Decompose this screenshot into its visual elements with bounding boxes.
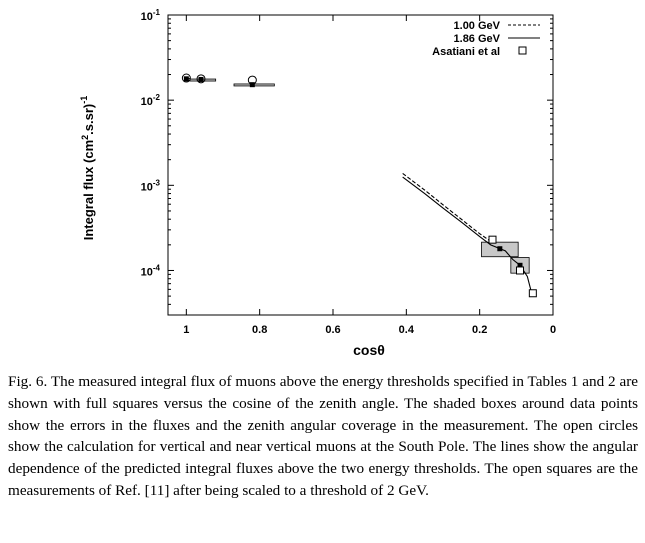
series-line-1gev xyxy=(402,172,491,242)
asatiani-point xyxy=(516,266,524,275)
asatiani-point xyxy=(488,235,497,244)
x-tick-label: 0.2 xyxy=(472,324,487,336)
y-tick-label: 10-3 xyxy=(141,178,161,193)
legend-label: Asatiani et al xyxy=(432,46,500,58)
y-tick-label: 10-2 xyxy=(141,93,161,108)
x-tick-label: 0.6 xyxy=(325,324,340,336)
measured-point xyxy=(183,76,189,82)
y-tick-label: 10-4 xyxy=(141,263,161,278)
y-axis-label: Integral flux (cm2.s.sr)-1 xyxy=(79,96,96,241)
flux-chart: 1 0.8 0.6 0.4 0.2 0 10-1 10-2 10-3 10-4 1.00 GeV1… xyxy=(79,8,556,358)
measured-point xyxy=(517,262,523,268)
measured-point xyxy=(249,82,255,88)
legend-open-square xyxy=(518,46,527,55)
asatiani-point xyxy=(528,289,537,298)
x-tick-label: 1 xyxy=(183,324,189,336)
calculation-circle xyxy=(181,73,191,83)
y-tick-label: 10-1 xyxy=(141,8,161,23)
figure-caption: Fig. 6. The measured integral flux of mu… xyxy=(8,373,638,499)
x-tick-label: 0.8 xyxy=(252,324,267,336)
legend-label: 1.86 GeV xyxy=(454,33,501,45)
x-tick-label: 0 xyxy=(550,324,556,336)
legend-label: 1.00 GeV xyxy=(454,20,501,32)
figure: 1 0.8 0.6 0.4 0.2 0 10-1 10-2 10-3 10-4 1.00 GeV 1… xyxy=(79,8,556,358)
calculation-circle xyxy=(196,74,206,84)
measured-point xyxy=(497,246,503,252)
x-axis-label: cosθ xyxy=(353,342,385,358)
x-tick-label: 0.4 xyxy=(399,324,415,336)
series-line-186gev xyxy=(402,176,532,291)
measured-point xyxy=(198,76,204,82)
plot-frame xyxy=(167,14,554,316)
